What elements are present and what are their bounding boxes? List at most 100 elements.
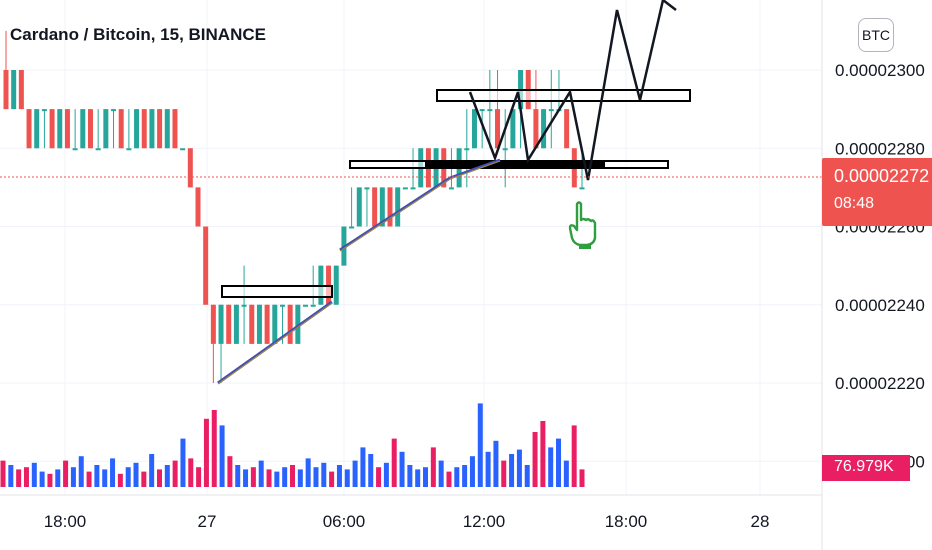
candle-body <box>279 304 285 307</box>
candle-body <box>187 148 193 188</box>
volume-bar <box>516 449 522 487</box>
volume-bar <box>524 465 530 487</box>
volume-bar <box>102 469 108 487</box>
candle-body <box>249 304 255 344</box>
volume-bar <box>235 465 241 487</box>
time-tick-label: 18:00 <box>605 512 648 531</box>
volume-bar <box>290 465 295 487</box>
volume-bar <box>0 460 6 487</box>
candle-body <box>402 187 408 190</box>
volume-bar <box>23 467 29 487</box>
candle-body <box>287 304 293 344</box>
candle-body <box>226 304 232 344</box>
candle-body <box>364 187 370 190</box>
candle-body <box>103 109 109 149</box>
currency-badge[interactable]: BTC <box>858 18 894 52</box>
volume-bar <box>274 471 280 487</box>
candle-body <box>333 265 339 305</box>
candle-body <box>111 109 117 112</box>
candle-body <box>203 226 209 305</box>
volume-bar <box>203 418 209 487</box>
trend-line-shadow <box>217 302 333 385</box>
grid-lines <box>0 0 822 495</box>
time-axis: 18:00 27 06:00 12:00 18:00 28 <box>44 512 770 531</box>
candle-body <box>218 304 224 344</box>
candle-body <box>26 109 32 149</box>
candle-body <box>479 109 485 112</box>
candle-body <box>487 109 493 112</box>
volume-bar <box>305 458 311 487</box>
candle-body <box>34 109 40 149</box>
candle-body <box>57 109 63 149</box>
volume-bar <box>39 471 45 487</box>
candle-body <box>533 109 539 149</box>
candle-body <box>41 109 47 112</box>
candle-body <box>80 109 86 149</box>
candle-body <box>295 304 301 344</box>
volume-bar <box>149 454 155 487</box>
candle-body <box>548 109 554 112</box>
volume-bar <box>469 456 475 487</box>
trend-line-shadow <box>339 178 451 252</box>
volume-bar <box>493 440 499 487</box>
candle-body <box>241 304 247 307</box>
volume-bar <box>383 462 389 487</box>
candle-body <box>210 304 216 344</box>
volume-bar <box>336 465 342 487</box>
volume-bar <box>31 462 37 487</box>
volume-bar <box>86 471 92 487</box>
volume-bar <box>78 456 84 487</box>
volume-bar <box>156 469 162 487</box>
candle-body <box>303 304 309 307</box>
candle-body <box>495 109 501 149</box>
supply-zone-box <box>221 285 333 298</box>
candle-body <box>18 70 24 110</box>
time-tick-label: 27 <box>198 512 217 531</box>
volume-bar <box>501 460 507 487</box>
time-tick-label: 18:00 <box>44 512 87 531</box>
supply-zone-box <box>436 89 691 102</box>
volume-bar <box>297 469 303 487</box>
candle-body <box>87 109 93 149</box>
candle-body <box>395 187 401 227</box>
volume-bar <box>454 467 460 487</box>
candle-body <box>410 187 416 190</box>
volume-bar <box>352 460 358 487</box>
volume-bar <box>430 447 436 487</box>
volume-bar <box>250 467 256 487</box>
volume-bar <box>563 460 569 487</box>
candle-body <box>195 187 201 227</box>
price-tick-label: 0.00002280 <box>835 139 925 158</box>
pointing-hand-icon <box>568 201 597 249</box>
volume-bar <box>376 467 382 487</box>
volume-bar <box>258 460 264 487</box>
candle-body <box>157 109 163 149</box>
candle-body <box>149 109 155 149</box>
volume-bar <box>548 447 554 487</box>
volume-bar <box>172 460 178 487</box>
volume-bar <box>266 469 272 487</box>
volume-bar <box>282 467 288 487</box>
candle-body <box>126 148 132 151</box>
candle-body <box>372 187 378 227</box>
volume-bar <box>446 471 452 487</box>
volume-bar <box>329 471 335 487</box>
candle-body <box>264 304 270 344</box>
volume-bar <box>313 467 319 487</box>
candle-body <box>95 148 101 151</box>
candle-body <box>502 148 508 151</box>
volume-bar <box>556 438 562 487</box>
volume-bar <box>540 421 546 487</box>
candle-body <box>387 187 393 227</box>
volume-bar <box>368 454 374 487</box>
volume-bar <box>16 469 22 487</box>
volume-bars <box>0 403 585 487</box>
candle-body <box>310 304 316 307</box>
volume-bar <box>188 458 194 487</box>
chart-title: Cardano / Bitcoin, 15, BINANCE <box>10 25 266 44</box>
candle-body <box>164 109 170 149</box>
trend-line <box>217 300 333 385</box>
volume-bar <box>423 467 429 487</box>
trend-line <box>339 176 451 252</box>
volume-bar <box>532 432 538 487</box>
